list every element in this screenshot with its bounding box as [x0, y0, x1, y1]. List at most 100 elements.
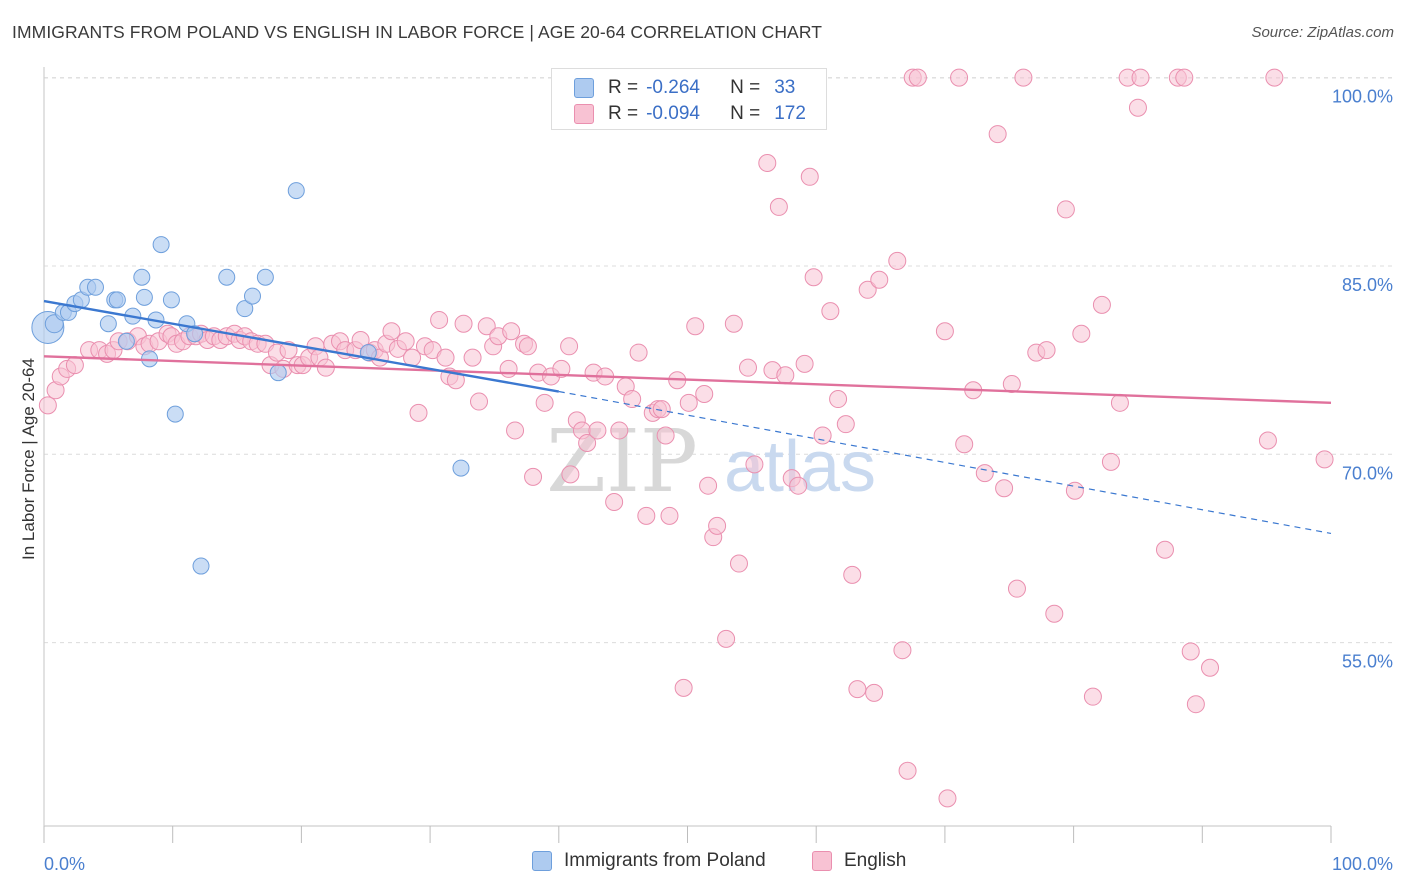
english-point	[745, 455, 764, 474]
english-point	[1110, 393, 1129, 412]
y-axis-label: In Labor Force | Age 20-64	[19, 358, 38, 560]
legend-swatch-pink	[812, 851, 832, 871]
english-point	[1155, 540, 1174, 559]
english-point	[836, 415, 855, 434]
english-point	[821, 302, 840, 321]
english-point	[552, 359, 571, 378]
english-point	[652, 400, 671, 419]
poland-point	[117, 332, 135, 350]
english-point	[656, 426, 675, 445]
english-point	[1131, 68, 1150, 87]
poland-point	[256, 268, 274, 286]
legend-label-poland: Immigrants from Poland	[564, 850, 766, 871]
english-point	[843, 565, 862, 584]
english-point	[588, 421, 607, 440]
english-point	[1056, 200, 1075, 219]
series-legend: Immigrants from Poland English	[0, 850, 1406, 880]
english-point	[829, 390, 848, 409]
english-point	[679, 393, 698, 412]
poland-point	[86, 278, 104, 296]
english-point	[995, 479, 1014, 498]
english-point	[938, 789, 957, 808]
english-point	[1181, 642, 1200, 661]
legend-swatch-blue	[532, 851, 552, 871]
english-point	[1037, 341, 1056, 360]
legend-item-english[interactable]: English	[812, 850, 906, 872]
chart-title: IMMIGRANTS FROM POLAND VS ENGLISH IN LAB…	[12, 22, 823, 42]
poland-points	[31, 182, 470, 575]
poland-point	[166, 405, 184, 423]
english-point	[695, 385, 714, 404]
english-point	[409, 403, 428, 422]
poland-point	[162, 291, 180, 309]
english-trend-line	[43, 355, 1332, 405]
english-point	[470, 392, 489, 411]
english-point	[65, 356, 84, 375]
poland-trend-line	[43, 299, 560, 393]
poland-point	[133, 268, 151, 286]
english-point	[499, 359, 518, 378]
y-tick-label: 55.0%	[1342, 652, 1393, 672]
english-point	[1014, 68, 1033, 87]
english-point	[988, 125, 1007, 144]
english-point	[1315, 450, 1334, 469]
legend-item-poland[interactable]: Immigrants from Poland	[532, 850, 766, 872]
poland-point	[99, 315, 117, 333]
poland-point	[135, 288, 153, 306]
english-point	[1201, 658, 1220, 677]
english-point	[858, 280, 877, 299]
english-point	[502, 322, 521, 341]
gridlines	[44, 77, 1393, 644]
legend-row-english: R = -0.094 N = 172	[574, 103, 806, 125]
english-point	[38, 396, 57, 415]
poland-point	[108, 291, 126, 309]
english-point	[560, 337, 579, 356]
legend-n-label: N =	[730, 103, 761, 124]
english-point	[898, 761, 917, 780]
english-point	[686, 317, 705, 336]
legend-n-value: 172	[774, 103, 806, 124]
english-point	[623, 390, 642, 409]
x-tick-label-max: 100.0%	[1332, 854, 1393, 874]
poland-point	[192, 557, 210, 575]
english-point	[674, 678, 693, 697]
axes	[43, 67, 1332, 843]
poland-trend-extension	[558, 390, 1332, 535]
english-point	[800, 167, 819, 186]
english-point	[776, 366, 795, 385]
english-point	[351, 331, 370, 350]
english-point	[605, 493, 624, 512]
poland-point	[269, 364, 287, 382]
legend-swatch-pink	[574, 104, 594, 124]
poland-point	[236, 300, 254, 318]
english-point	[1092, 295, 1111, 314]
poland-point	[243, 287, 261, 305]
english-point	[535, 393, 554, 412]
y-tick-label: 70.0%	[1342, 463, 1393, 483]
english-point	[975, 464, 994, 483]
poland-point	[218, 268, 236, 286]
poland-point	[186, 325, 204, 343]
english-point	[382, 322, 401, 341]
english-point	[893, 641, 912, 660]
english-point	[789, 476, 808, 495]
english-point	[463, 348, 482, 367]
english-point	[430, 310, 449, 329]
legend-r-label: R =	[608, 77, 639, 98]
english-point	[1175, 68, 1194, 87]
y-tick-label: 100.0%	[1332, 87, 1393, 107]
english-point	[637, 506, 656, 525]
english-point	[1265, 68, 1284, 87]
english-point	[769, 197, 788, 216]
english-point	[804, 268, 823, 287]
legend-n-value: 33	[774, 77, 796, 98]
y-tick-label: 85.0%	[1342, 275, 1393, 295]
english-point	[813, 426, 832, 445]
stats-legend: R = -0.264 N = 33 R = -0.094 N = 172	[551, 68, 827, 130]
english-point	[1007, 579, 1026, 598]
english-point	[561, 465, 580, 484]
english-point	[1065, 481, 1084, 500]
english-point	[454, 314, 473, 333]
english-point	[888, 251, 907, 270]
english-point	[660, 506, 679, 525]
